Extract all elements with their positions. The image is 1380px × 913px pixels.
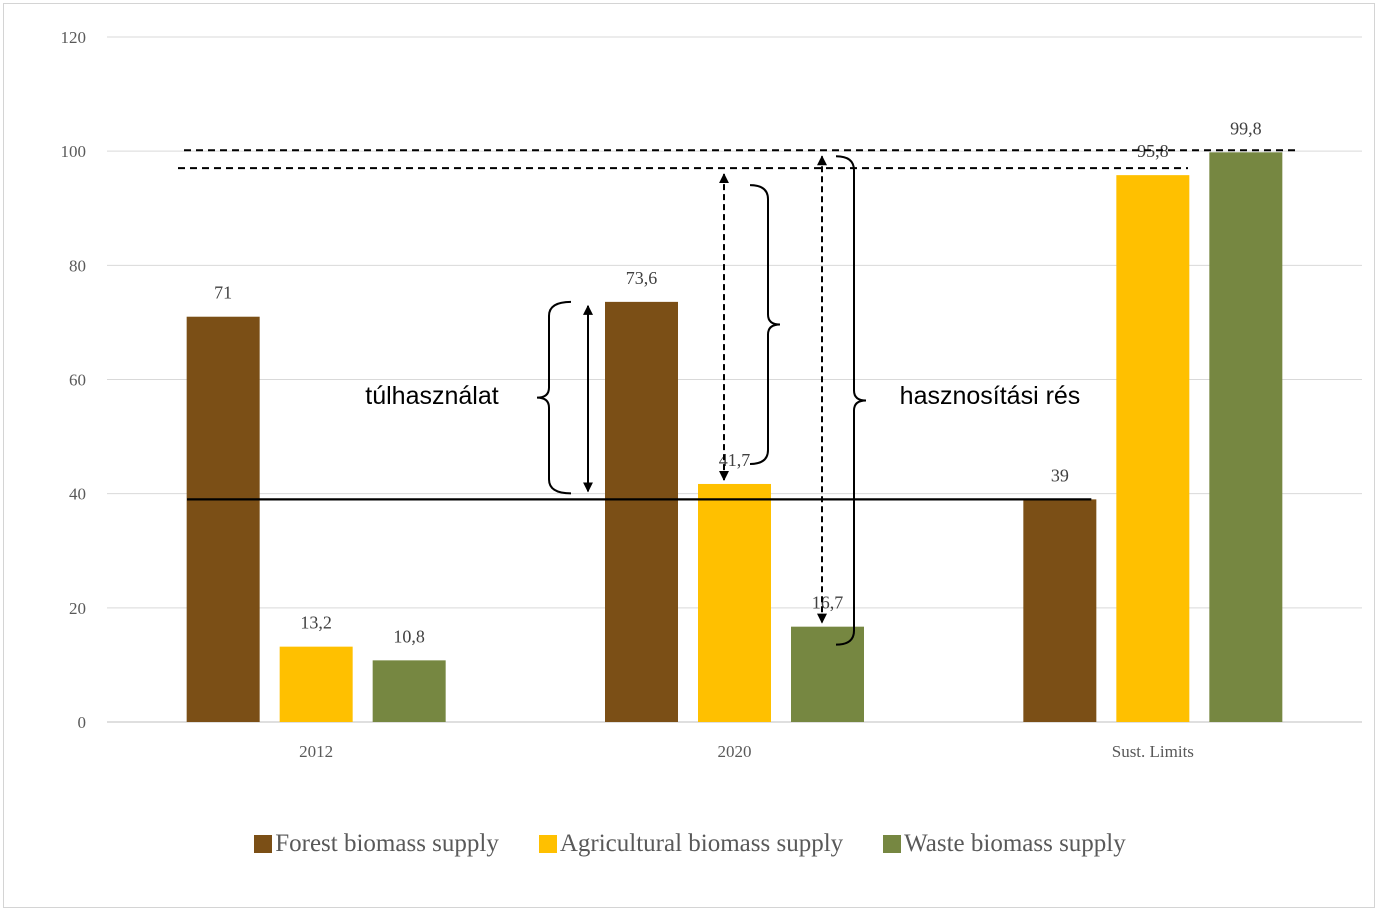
legend: Forest biomass supply Agricultural biomas… <box>0 824 1380 864</box>
overuse-annotation-text: túlhasználat <box>365 382 498 410</box>
legend-label: Agricultural biomass supply <box>559 830 844 857</box>
bar <box>186 316 260 722</box>
bar <box>1116 175 1190 722</box>
data-label: 13,2 <box>300 613 332 633</box>
bars <box>186 152 1283 722</box>
data-label: 99,8 <box>1230 118 1262 138</box>
x-axis-tick-labels: 2012 2020 Sust. Limits <box>299 742 1194 761</box>
y-tick-label: 100 <box>61 142 87 161</box>
legend-swatch <box>538 835 557 853</box>
legend-label: Waste biomass supply <box>904 830 1126 857</box>
data-label: 39 <box>1051 465 1069 485</box>
x-tick-label: Sust. Limits <box>1112 742 1194 761</box>
bar <box>279 646 353 722</box>
legend-label: Forest biomass supply <box>275 830 499 857</box>
utilization-gap-brace <box>835 155 867 646</box>
legend-item: Forest biomass supply <box>254 830 499 858</box>
utilization-gap-annotation-text: hasznosítási rés <box>900 382 1081 410</box>
y-tick-label: 80 <box>69 256 86 275</box>
legend-swatch <box>883 835 902 853</box>
bar <box>1209 152 1283 722</box>
legend-item: Waste biomass supply <box>883 830 1126 858</box>
x-tick-label: 2012 <box>299 742 333 761</box>
y-tick-label: 60 <box>69 371 86 390</box>
legend-swatch <box>254 835 273 853</box>
y-tick-label: 120 <box>61 28 87 47</box>
bar <box>698 483 771 722</box>
data-label: 10,8 <box>393 626 425 646</box>
y-axis-tick-labels: 0 20 40 60 80 100 120 <box>61 28 87 732</box>
bar <box>605 301 678 722</box>
agricultural-gap-brace <box>749 184 781 465</box>
x-tick-label: 2020 <box>718 742 752 761</box>
overuse-brace <box>536 300 572 495</box>
bar <box>372 660 446 722</box>
data-label: 71 <box>214 283 232 303</box>
annotations: túlhasználat hasznosítási rés <box>178 149 1297 646</box>
data-label: 73,6 <box>626 268 658 288</box>
data-label: 16,7 <box>812 593 844 613</box>
bar <box>791 626 864 722</box>
y-tick-label: 20 <box>69 599 86 618</box>
y-tick-label: 40 <box>69 485 86 504</box>
y-tick-label: 0 <box>78 713 87 732</box>
legend-item: Agricultural biomass supply <box>538 830 844 858</box>
data-label: 95,8 <box>1137 141 1169 161</box>
bar <box>1023 499 1097 722</box>
